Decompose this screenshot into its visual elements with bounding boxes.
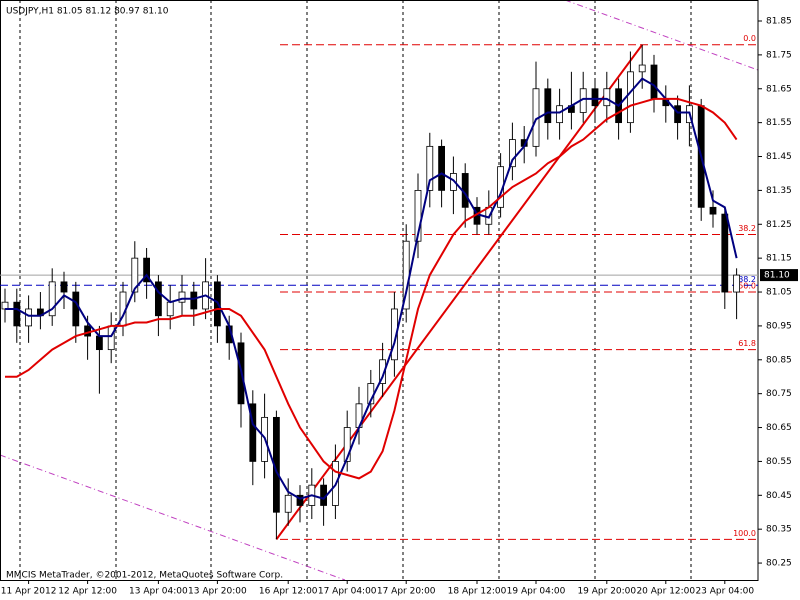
candle-body	[343, 427, 351, 462]
chart-title: USDJPY,H1 81.05 81.12 80.97 81.10	[6, 7, 169, 17]
candle-body	[379, 359, 387, 384]
candle-body	[190, 291, 198, 310]
y-tick-label: 81.85	[766, 17, 792, 27]
x-tick-label: 19 Apr 20:00	[577, 587, 636, 597]
y-tick-label: 80.25	[766, 559, 792, 569]
candle-body	[674, 105, 681, 124]
candle-body	[603, 88, 611, 107]
candle-body	[131, 257, 139, 293]
y-tick-label: 80.85	[766, 355, 792, 365]
candle-body	[591, 88, 599, 107]
watermark: MMCIS MetaTrader, ©2001-2012, MetaQuotes…	[6, 571, 283, 581]
candle-body	[178, 291, 186, 303]
x-tick-label: 13 Apr 04:00	[129, 587, 188, 597]
candle-body	[638, 64, 646, 73]
candle-body	[296, 494, 304, 506]
candle-body	[508, 139, 516, 168]
y-tick-label: 80.65	[766, 423, 792, 433]
candle-body	[107, 325, 115, 351]
candle-body	[721, 213, 729, 293]
fib-label: 61.8	[738, 339, 756, 348]
y-tick-label: 80.95	[766, 321, 792, 331]
candle-body	[25, 308, 33, 327]
x-tick-label: 23 Apr 04:00	[695, 587, 754, 597]
y-tick-label: 81.55	[766, 118, 792, 128]
y-tick-label: 81.15	[766, 254, 792, 264]
candle-body	[544, 88, 552, 124]
y-tick-label: 81.35	[766, 186, 792, 196]
candle-body	[13, 301, 21, 327]
plot-frame	[0, 0, 759, 581]
candle-body	[96, 335, 103, 351]
y-tick-label: 81.25	[766, 220, 792, 230]
x-tick-label: 13 Apr 20:00	[188, 587, 247, 597]
candle-body	[166, 301, 174, 317]
y-tick-label: 81.05	[766, 288, 792, 298]
candle-body	[627, 71, 634, 124]
candle-body	[449, 173, 457, 191]
candle-body	[414, 189, 422, 242]
fib-label: 0.0	[743, 34, 756, 43]
x-tick-label: 17 Apr 20:00	[377, 587, 436, 597]
moving-average	[5, 77, 738, 500]
candle-body	[143, 257, 151, 283]
candle-body	[284, 494, 292, 513]
candle-body	[48, 281, 56, 317]
candle-body	[390, 308, 398, 361]
candle-body	[709, 206, 717, 215]
candle-body	[60, 281, 68, 293]
candle-body	[650, 64, 658, 100]
candle-body	[72, 291, 80, 327]
fib-label: 100.0	[733, 529, 756, 538]
y-tick-label: 80.75	[766, 389, 792, 399]
candle-body	[84, 325, 91, 337]
blue-level-label: 38.2	[738, 275, 756, 284]
fib-label: 50.0	[738, 282, 756, 291]
moving-average	[5, 97, 738, 480]
x-tick-label: 16 Apr 12:00	[259, 587, 318, 597]
y-tick-label: 80.45	[766, 491, 792, 501]
x-tick-label: 17 Apr 04:00	[318, 587, 377, 597]
channel-lines	[0, 0, 759, 581]
x-tick-label: 12 Apr 12:00	[58, 587, 117, 597]
x-tick-label: 11 Apr 2012	[1, 587, 57, 597]
x-tick-label: 18 Apr 12:00	[448, 587, 507, 597]
y-tick-label: 81.75	[766, 50, 792, 60]
y-tick-label: 80.55	[766, 457, 792, 467]
candle-body	[438, 145, 446, 191]
bid-label-bg	[760, 269, 798, 282]
candle-body	[426, 145, 434, 191]
candle-body	[249, 403, 257, 462]
y-tick-label: 80.35	[766, 525, 792, 535]
candle-body	[556, 105, 563, 124]
x-tick-label: 19 Apr 04:00	[507, 587, 566, 597]
candle-body	[1, 301, 9, 310]
fib-label: 38.2	[738, 224, 756, 233]
fib-trendline	[275, 44, 644, 540]
candle-body	[733, 274, 740, 293]
x-tick-label: 20 Apr 12:00	[636, 587, 695, 597]
y-tick-label: 81.45	[766, 152, 792, 162]
bid-label: 81.10	[764, 271, 790, 281]
y-tick-label: 81.65	[766, 84, 792, 94]
candle-body	[154, 281, 162, 317]
